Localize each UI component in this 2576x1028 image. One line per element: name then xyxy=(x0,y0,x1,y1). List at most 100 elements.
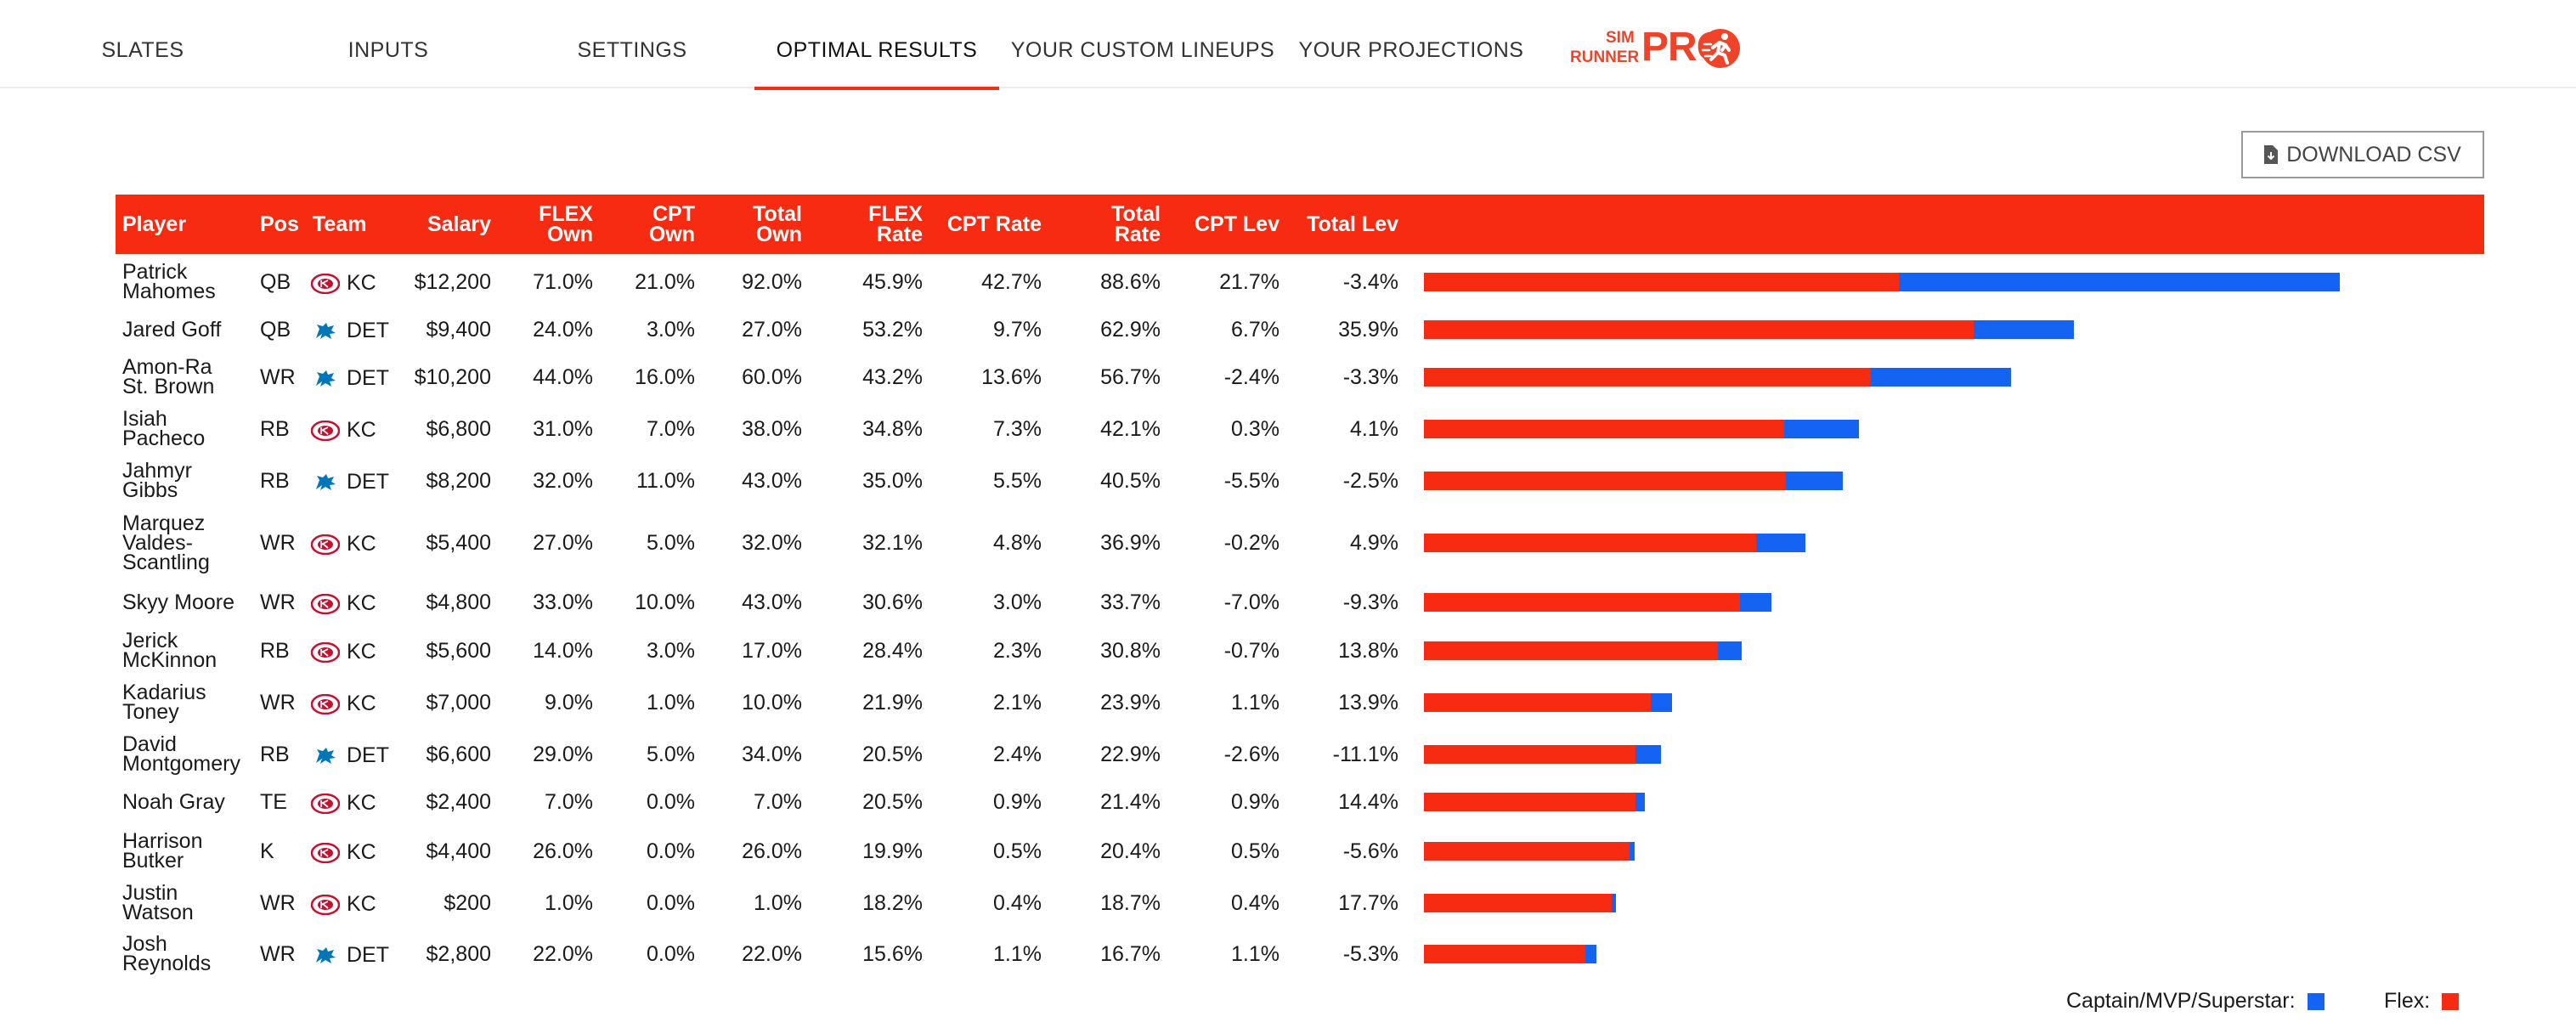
table-row: Marquez Valdes- Scantling WR KC $5,400 27.0% 5.… xyxy=(116,509,2484,577)
chiefs-logo-icon xyxy=(311,273,340,294)
total-lev-cell: 17.7% xyxy=(1338,891,1398,915)
table-row: Jerick McKinnon RB KC $5,600 14.0% 3.0% 17.0% 28… xyxy=(116,617,2484,685)
runner-icon xyxy=(1701,29,1740,68)
table-row: Jahmyr Gibbs RB DET $8,200 32.0% 11.0% 43.0% 35.… xyxy=(116,447,2484,515)
player-name-cell: Skyy Moore xyxy=(122,591,234,613)
position-cell: TE xyxy=(260,790,287,814)
flex-rate-cell: 53.2% xyxy=(862,318,923,342)
header-flex-rate-line2: Rate xyxy=(876,223,923,246)
header-total-rate-line1: Total xyxy=(1111,202,1161,226)
header-salary[interactable]: Salary xyxy=(427,212,491,236)
flex-rate-segment xyxy=(1424,534,1756,552)
tab-inputs[interactable]: INPUTS xyxy=(347,38,429,62)
tab-your-projections[interactable]: YOUR PROJECTIONS xyxy=(1298,38,1524,62)
flex-own-cell: 29.0% xyxy=(533,743,593,766)
flex-own-cell: 26.0% xyxy=(533,839,593,863)
header-cpt-rate[interactable]: CPT Rate xyxy=(946,212,1042,236)
total-rate-cell: 88.6% xyxy=(1100,270,1161,294)
total-lev-cell: 13.9% xyxy=(1338,691,1398,715)
cpt-own-cell: 11.0% xyxy=(636,469,695,493)
header-cpt-own[interactable]: CPT Own xyxy=(617,202,695,246)
header-team[interactable]: Team xyxy=(313,212,367,236)
cpt-rate-cell: 42.7% xyxy=(981,270,1042,294)
cpt-rate-cell: 9.7% xyxy=(993,318,1042,342)
header-total-lev[interactable]: Total Lev xyxy=(1307,212,1398,236)
player-name-cell: Jerick McKinnon xyxy=(122,630,217,671)
cpt-own-cell: 21.0% xyxy=(635,270,695,294)
header-pos[interactable]: Pos xyxy=(260,212,299,236)
team-cell: KC xyxy=(311,418,376,443)
cpt-rate-cell: 0.4% xyxy=(993,891,1042,915)
player-name-line: Jahmyr xyxy=(122,459,192,483)
header-total-rate[interactable]: Total Rate xyxy=(1067,202,1161,246)
team-abbr: KC xyxy=(347,892,376,916)
team-cell: KC xyxy=(311,692,376,716)
total-own-cell: 27.0% xyxy=(742,318,802,342)
player-name-line: Gibbs xyxy=(122,478,178,502)
tab-slates[interactable]: SLATES xyxy=(101,38,184,62)
cpt-lev-cell: 1.1% xyxy=(1231,942,1280,966)
table-row: Isiah Pacheco RB KC $6,800 31.0% 7.0% 38.0% 34.8… xyxy=(116,395,2484,463)
flex-rate-segment xyxy=(1424,593,1741,612)
total-own-cell: 22.0% xyxy=(742,942,802,966)
cpt-lev-cell: 0.9% xyxy=(1231,790,1280,814)
lions-logo-icon xyxy=(311,369,340,389)
flex-rate-segment xyxy=(1424,945,1585,963)
player-name-line: Amon-Ra xyxy=(122,355,212,379)
cpt-own-cell: 3.0% xyxy=(647,639,695,663)
cpt-lev-cell: 21.7% xyxy=(1219,270,1280,294)
table-row: Patrick Mahomes QB KC $12,200 71.0% 21.0% 92.0%… xyxy=(116,248,2484,316)
player-name-line: Patrick xyxy=(122,260,188,284)
player-name-line: Reynolds xyxy=(122,952,212,975)
position-cell: WR xyxy=(260,365,296,389)
flex-rate-cell: 35.0% xyxy=(862,469,923,493)
tab-optimal-results[interactable]: OPTIMAL RESULTS xyxy=(754,0,999,90)
total-own-cell: 34.0% xyxy=(742,743,802,766)
total-own-cell: 1.0% xyxy=(754,891,802,915)
header-flex-own[interactable]: FLEX Own xyxy=(515,202,593,246)
captain-rate-segment xyxy=(1650,693,1673,712)
lions-logo-icon xyxy=(311,321,340,342)
tab-settings[interactable]: SETTINGS xyxy=(577,38,687,62)
captain-rate-segment xyxy=(1870,368,2012,387)
salary-cell: $6,600 xyxy=(426,743,491,766)
total-lev-cell: 13.8% xyxy=(1338,639,1398,663)
total-rate-cell: 33.7% xyxy=(1100,590,1161,614)
legend-flex-label: Flex: xyxy=(2384,989,2431,1013)
team-cell: DET xyxy=(311,743,389,768)
cpt-lev-cell: 1.1% xyxy=(1231,691,1280,715)
player-name-line: Isiah xyxy=(122,407,167,431)
flex-rate-segment xyxy=(1424,693,1651,712)
tab-your-custom-lineups[interactable]: YOUR CUSTOM LINEUPS xyxy=(1010,38,1275,62)
player-name-line: Butker xyxy=(122,849,184,873)
header-total-own[interactable]: Total Own xyxy=(710,204,802,246)
total-rate-cell: 36.9% xyxy=(1100,531,1161,555)
total-rate-cell: 18.7% xyxy=(1100,891,1161,915)
cpt-lev-cell: 6.7% xyxy=(1231,318,1280,342)
chiefs-logo-icon xyxy=(311,593,340,614)
header-flex-rate[interactable]: FLEX Rate xyxy=(838,204,923,246)
chiefs-logo-icon xyxy=(311,534,340,555)
flex-own-cell: 33.0% xyxy=(533,590,593,614)
total-own-cell: 92.0% xyxy=(742,270,802,294)
flex-rate-cell: 32.1% xyxy=(862,531,923,555)
sim-runner-pro-logo[interactable]: SIM RUNNER PRO xyxy=(1570,25,1748,75)
captain-rate-segment xyxy=(1635,793,1646,811)
flex-rate-segment xyxy=(1424,472,1786,490)
header-cpt-lev[interactable]: CPT Lev xyxy=(1194,212,1280,236)
position-cell: QB xyxy=(260,318,291,342)
table-header: Player Pos Team Salary FLEX Own CPT Own … xyxy=(116,195,2484,254)
position-cell: WR xyxy=(260,942,296,966)
cpt-own-cell: 1.0% xyxy=(647,691,695,715)
download-csv-button[interactable]: DOWNLOAD CSV xyxy=(2241,131,2484,178)
table-row: Josh Reynolds WR DET $2,800 22.0% 0.0% 22.0% 15.… xyxy=(116,920,2484,988)
header-cpt-own-line1: CPT xyxy=(652,202,695,226)
cpt-own-cell: 16.0% xyxy=(635,365,695,389)
team-abbr: KC xyxy=(347,271,376,295)
flex-own-cell: 14.0% xyxy=(533,639,593,663)
cpt-lev-cell: -0.2% xyxy=(1223,531,1280,555)
header-flex-own-line1: FLEX xyxy=(539,202,593,226)
header-player[interactable]: Player xyxy=(122,212,187,236)
cpt-lev-cell: 0.3% xyxy=(1231,417,1280,441)
salary-cell: $4,400 xyxy=(426,839,491,863)
